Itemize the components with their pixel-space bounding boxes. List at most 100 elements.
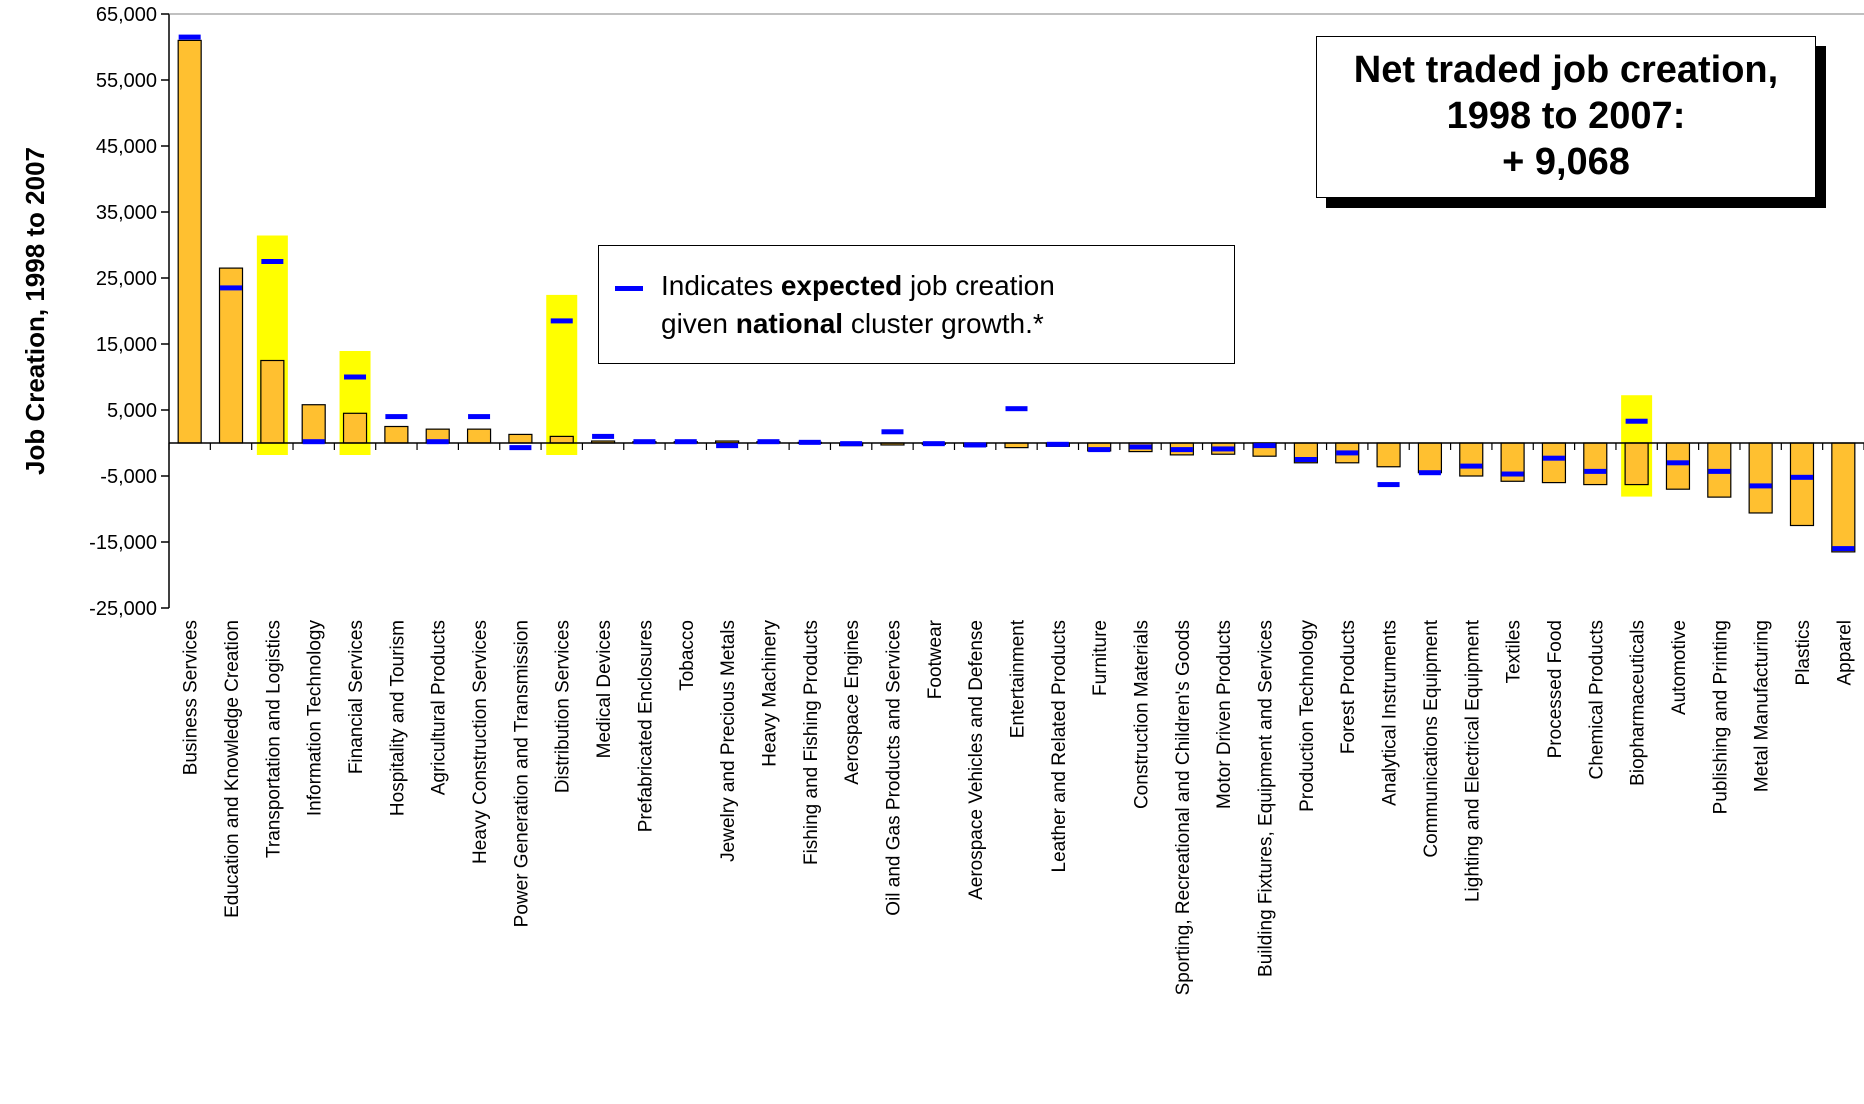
expected-marker <box>716 443 739 449</box>
legend-marker-expected <box>615 286 643 291</box>
bar <box>1583 442 1608 486</box>
category-label: Entertainment <box>1008 619 1029 738</box>
category-label: Footwear <box>925 619 946 699</box>
y-tick-label: -5,000 <box>100 466 157 488</box>
y-axis-label: Job Creation, 1998 to 2007 <box>20 147 50 475</box>
category-label: Sporting, Recreational and Children's Go… <box>1173 620 1194 995</box>
category-label: Education and Knowledge Creation <box>222 620 243 918</box>
category-label: Furniture <box>1090 620 1111 696</box>
bar <box>549 435 574 444</box>
y-tick-label: -15,000 <box>89 532 157 554</box>
category-label: Jewelry and Precious Metals <box>718 620 739 862</box>
expected-marker <box>385 414 408 420</box>
y-tick-label: 5,000 <box>107 400 157 422</box>
y-tick-label: 25,000 <box>96 268 157 290</box>
category-label: Oil and Gas Products and Services <box>883 620 904 916</box>
expected-marker <box>1708 468 1731 474</box>
expected-marker <box>1212 446 1235 452</box>
bar <box>260 359 285 444</box>
expected-marker <box>1170 447 1193 453</box>
expected-marker <box>1832 546 1855 552</box>
net-job-creation-callout: Net traded job creation, 1998 to 2007: +… <box>1316 36 1816 198</box>
expected-marker <box>1377 482 1400 488</box>
category-label: Prefabricated Enclosures <box>635 620 656 832</box>
bar <box>1459 442 1484 477</box>
expected-marker <box>922 441 945 447</box>
expected-marker <box>1046 441 1069 447</box>
category-label: Publishing and Printing <box>1710 620 1731 814</box>
expected-marker <box>757 439 780 445</box>
expected-marker <box>674 439 697 445</box>
expected-marker <box>964 442 987 448</box>
category-label: Plastics <box>1793 620 1814 685</box>
bar <box>1665 442 1691 490</box>
category-label: Leather and Related Products <box>1049 620 1070 872</box>
legend-line2-suffix: cluster growth.* <box>843 308 1044 339</box>
bar <box>1748 442 1773 514</box>
category-label: Apparel <box>1834 620 1855 686</box>
category-label: Communications Equipment <box>1421 619 1442 857</box>
y-tick-label: 45,000 <box>96 136 157 158</box>
category-label: Lighting and Electrical Equipment <box>1462 619 1483 902</box>
legend-line2-prefix: given <box>661 308 736 339</box>
y-tick-label: 15,000 <box>96 334 157 356</box>
category-label: Metal Manufacturing <box>1752 620 1773 792</box>
expected-marker <box>1294 457 1317 462</box>
bar <box>1624 442 1649 486</box>
expected-marker <box>1749 483 1772 489</box>
category-label: Forest Products <box>1338 620 1359 754</box>
expected-marker <box>302 439 325 445</box>
expected-marker <box>1501 471 1524 477</box>
category-label: Heavy Construction Services <box>470 620 491 864</box>
expected-marker <box>840 441 863 447</box>
expected-marker <box>1460 463 1483 469</box>
expected-marker <box>1584 468 1607 474</box>
bar <box>177 39 202 444</box>
expected-marker <box>220 285 243 291</box>
category-label: Medical Devices <box>594 620 615 758</box>
expected-marker <box>881 429 904 435</box>
bar <box>1376 442 1401 468</box>
expected-marker <box>468 414 491 420</box>
legend-bold-national: national <box>735 308 844 339</box>
expected-marker <box>798 439 821 445</box>
category-label: Production Technology <box>1297 620 1318 812</box>
category-label: Power Generation and Transmission <box>511 620 532 927</box>
y-tick-label: 35,000 <box>96 202 157 224</box>
bar <box>1789 442 1815 527</box>
category-label: Automotive <box>1669 620 1690 715</box>
category-label: Motor Driven Products <box>1214 620 1235 809</box>
category-label: Financial Services <box>346 620 367 774</box>
expected-marker <box>1129 444 1152 450</box>
category-label: Biopharmaceuticals <box>1628 620 1649 786</box>
expected-marker <box>1088 447 1111 453</box>
legend-prefix: Indicates <box>661 270 781 301</box>
expected-marker <box>1625 418 1648 424</box>
category-label: Fishing and Fishing Products <box>801 620 822 865</box>
expected-marker <box>1542 455 1565 461</box>
callout-line-2: 1998 to 2007: <box>1446 95 1686 137</box>
category-label: Building Fixtures, Equipment and Service… <box>1256 620 1277 977</box>
expected-marker <box>261 259 284 264</box>
bar <box>218 267 244 444</box>
bar <box>508 433 533 444</box>
category-label: Aerospace Vehicles and Defense <box>966 620 987 900</box>
legend-text-line1: Indicates expected job creation <box>661 270 1055 302</box>
category-label: Transportation and Logistics <box>263 620 284 858</box>
category-label: Processed Food <box>1545 620 1566 758</box>
expected-marker <box>509 445 532 451</box>
bar <box>384 425 409 444</box>
expected-marker <box>1336 450 1359 456</box>
expected-marker <box>633 439 656 445</box>
y-tick-label: -25,000 <box>89 598 157 620</box>
category-label: Tobacco <box>677 620 698 691</box>
bar <box>342 412 368 444</box>
category-label: Analytical Instruments <box>1380 620 1401 806</box>
callout-line-1: Net traded job creation, <box>1353 49 1779 91</box>
category-label: Distribution Services <box>553 620 574 793</box>
category-label: Business Services <box>181 620 202 775</box>
expected-marker <box>178 34 201 40</box>
bar <box>1541 442 1567 484</box>
